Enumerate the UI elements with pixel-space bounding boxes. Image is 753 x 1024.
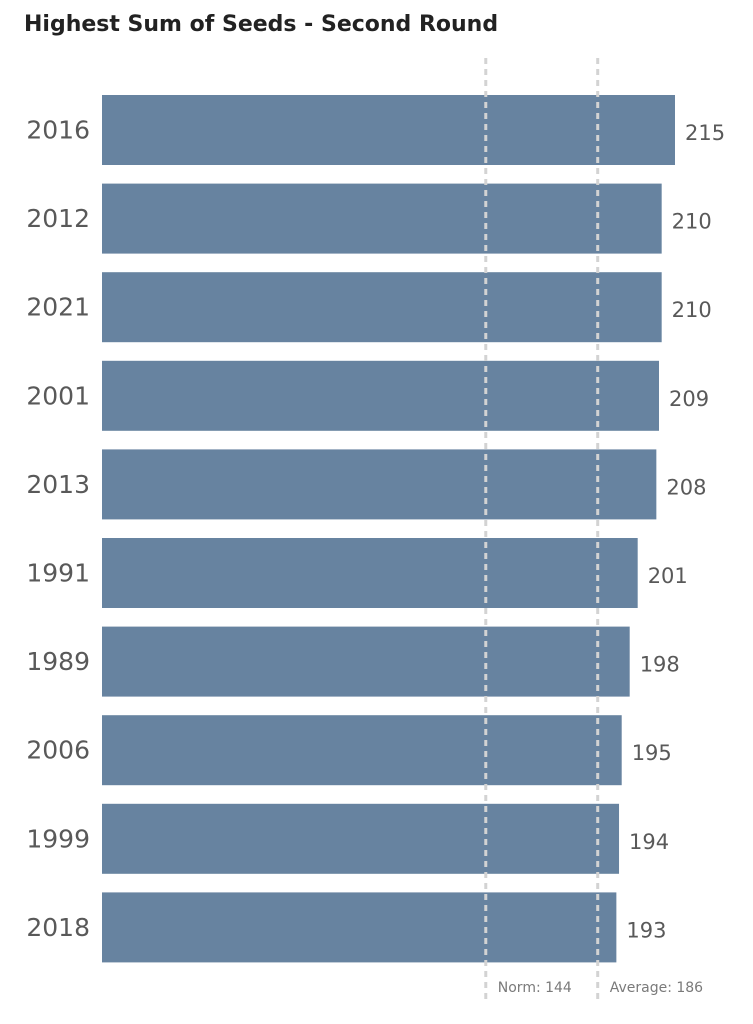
bar-2012 <box>102 183 662 254</box>
bar-1991 <box>102 538 638 608</box>
category-label: 2006 <box>26 736 90 765</box>
bar-2018 <box>102 892 617 963</box>
data-label: 208 <box>666 475 706 499</box>
bar-2013 <box>102 449 657 520</box>
category-label: 2013 <box>26 470 90 499</box>
reference-line-label: Norm: 144 <box>498 980 572 996</box>
bar-2001 <box>102 360 660 431</box>
data-label: 201 <box>648 564 688 588</box>
bar-1989 <box>102 626 630 697</box>
category-label: 2016 <box>26 116 90 145</box>
bar-2021 <box>102 272 662 343</box>
category-label: 2021 <box>26 293 90 322</box>
category-label: 1999 <box>26 824 90 853</box>
bar-2016 <box>102 95 675 165</box>
bar-1999 <box>102 803 620 874</box>
bar-2006 <box>102 715 622 786</box>
category-label: 2018 <box>26 913 90 942</box>
category-label: 2012 <box>26 204 90 233</box>
data-label: 210 <box>672 298 712 322</box>
data-label: 194 <box>629 830 669 854</box>
data-label: 195 <box>632 741 672 765</box>
data-label: 198 <box>640 653 680 677</box>
data-label: 210 <box>672 210 712 234</box>
data-label: 209 <box>669 387 709 411</box>
category-label: 1991 <box>26 559 90 588</box>
category-label: 1989 <box>26 647 90 676</box>
reference-line-label: Average: 186 <box>610 980 703 996</box>
chart-title: Highest Sum of Seeds - Second Round <box>24 12 499 37</box>
category-label: 2001 <box>26 381 90 410</box>
data-label: 215 <box>685 121 725 145</box>
data-label: 193 <box>626 918 666 942</box>
